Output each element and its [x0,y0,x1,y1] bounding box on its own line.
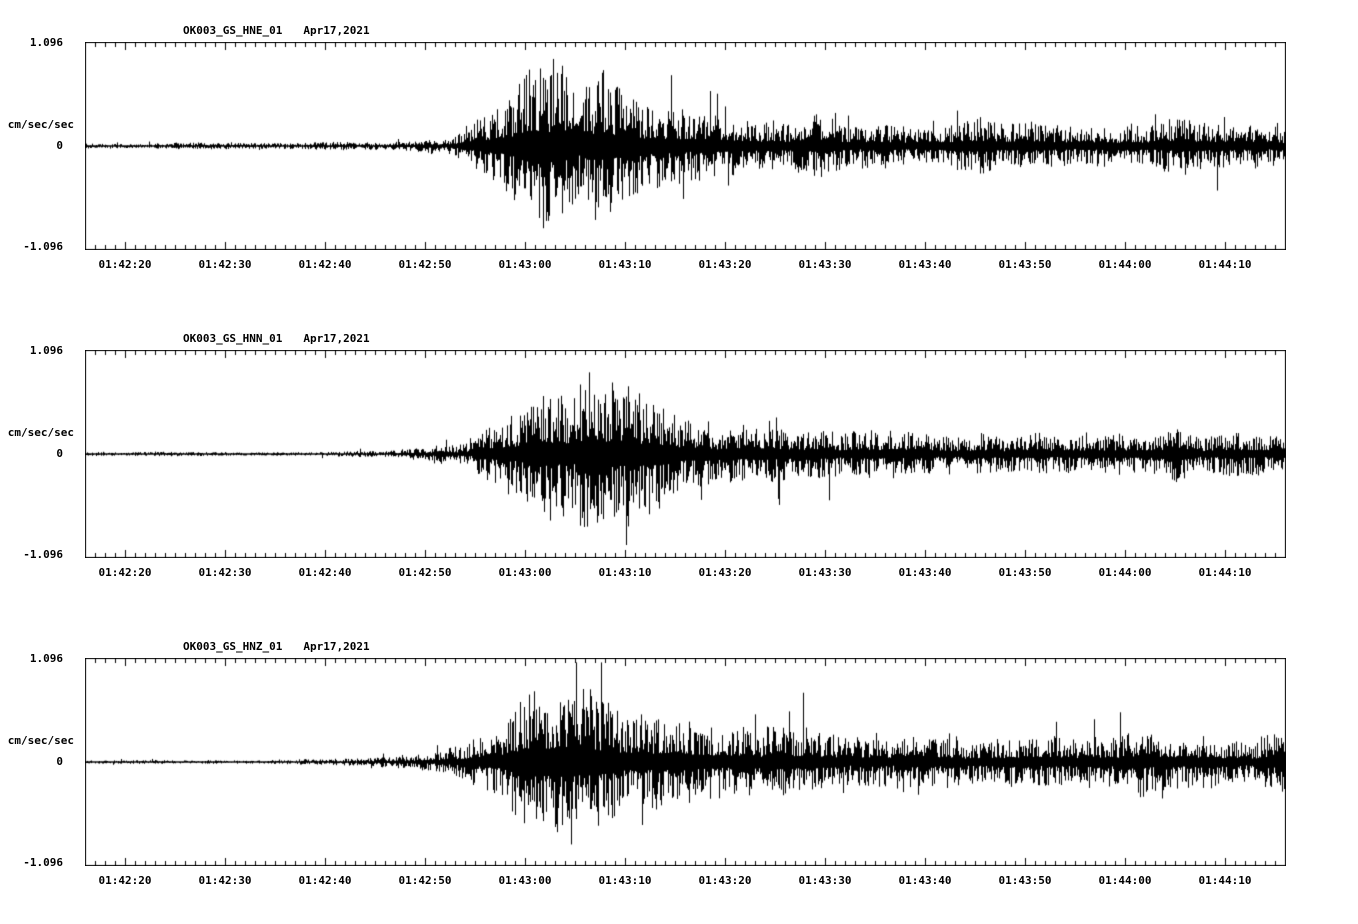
panel-title-station: OK003_GS_HNN_01 [183,332,283,345]
x-tick-label: 01:43:10 [598,874,652,887]
x-tick-label: 01:44:10 [1198,874,1252,887]
y-axis-unit: cm/sec/sec [7,118,74,131]
x-tick-label: 01:43:40 [898,874,952,887]
y-tick-min: -1.096 [23,856,63,869]
panel-title: OK003_GS_HNN_01 Apr17,2021 [183,332,370,345]
waveform-canvas [85,42,1286,250]
y-axis-labels: 1.096 cm/sec/sec 0 -1.096 [0,652,85,869]
x-tick-label: 01:43:30 [798,258,852,271]
plot-area [85,42,1286,250]
x-tick-label: 01:42:40 [298,566,352,579]
x-tick-label: 01:43:00 [498,258,552,271]
x-axis-labels: 01:42:20 01:42:30 01:42:40 01:42:50 01:43:00… [85,874,1286,890]
plot-row: 1.096 cm/sec/sec 0 -1.096 [0,36,1286,253]
x-tick-label: 01:43:40 [898,258,952,271]
panel-title-station: OK003_GS_HNZ_01 [183,640,283,653]
panel-title-station: OK003_GS_HNE_01 [183,24,283,37]
x-tick-label: 01:42:40 [298,874,352,887]
seismogram-panel-hne: OK003_GS_HNE_01 Apr17,2021 1.096 cm/sec/s… [0,0,1358,308]
x-tick-label: 01:43:20 [698,566,752,579]
x-tick-label: 01:44:00 [1098,258,1152,271]
x-tick-label: 01:42:50 [398,874,452,887]
x-tick-label: 01:42:50 [398,258,452,271]
y-tick-zero: 0 [56,755,63,768]
x-tick-label: 01:42:40 [298,258,352,271]
x-tick-label: 01:42:20 [98,874,152,887]
y-tick-min: -1.096 [23,548,63,561]
y-axis-unit: cm/sec/sec [7,734,74,747]
x-axis-labels: 01:42:20 01:42:30 01:42:40 01:42:50 01:43:00… [85,566,1286,582]
x-tick-label: 01:44:10 [1198,258,1252,271]
x-tick-label: 01:43:00 [498,874,552,887]
x-tick-label: 01:44:00 [1098,874,1152,887]
x-tick-label: 01:43:10 [598,566,652,579]
panel-title: OK003_GS_HNZ_01 Apr17,2021 [183,640,370,653]
x-tick-label: 01:42:30 [198,566,252,579]
panel-title-date: Apr17,2021 [303,24,370,37]
x-tick-label: 01:43:50 [998,566,1052,579]
plot-row: 1.096 cm/sec/sec 0 -1.096 [0,344,1286,561]
seismogram-panel-hnz: OK003_GS_HNZ_01 Apr17,2021 1.096 cm/sec/s… [0,616,1358,924]
panel-title-date: Apr17,2021 [303,332,370,345]
x-tick-label: 01:43:20 [698,874,752,887]
x-tick-label: 01:43:00 [498,566,552,579]
waveform-canvas [85,658,1286,866]
x-tick-label: 01:42:30 [198,258,252,271]
y-tick-max: 1.096 [29,36,63,49]
x-tick-label: 01:44:10 [1198,566,1252,579]
x-tick-label: 01:42:30 [198,874,252,887]
y-tick-max: 1.096 [29,344,63,357]
plot-area [85,350,1286,558]
y-tick-min: -1.096 [23,240,63,253]
y-tick-zero: 0 [56,447,63,460]
x-tick-label: 01:43:20 [698,258,752,271]
x-tick-label: 01:42:20 [98,258,152,271]
plot-area [85,658,1286,866]
x-tick-label: 01:43:30 [798,566,852,579]
x-tick-label: 01:42:50 [398,566,452,579]
x-tick-label: 01:43:50 [998,874,1052,887]
y-tick-zero: 0 [56,139,63,152]
seismogram-panel-hnn: OK003_GS_HNN_01 Apr17,2021 1.096 cm/sec/s… [0,308,1358,616]
y-axis-labels: 1.096 cm/sec/sec 0 -1.096 [0,344,85,561]
panel-title: OK003_GS_HNE_01 Apr17,2021 [183,24,370,37]
x-tick-label: 01:43:40 [898,566,952,579]
x-tick-label: 01:43:50 [998,258,1052,271]
plot-row: 1.096 cm/sec/sec 0 -1.096 [0,652,1286,869]
x-tick-label: 01:43:30 [798,874,852,887]
panel-title-date: Apr17,2021 [303,640,370,653]
x-tick-label: 01:42:20 [98,566,152,579]
waveform-canvas [85,350,1286,558]
x-axis-labels: 01:42:20 01:42:30 01:42:40 01:42:50 01:43:00… [85,258,1286,274]
y-axis-unit: cm/sec/sec [7,426,74,439]
x-tick-label: 01:44:00 [1098,566,1152,579]
y-axis-labels: 1.096 cm/sec/sec 0 -1.096 [0,36,85,253]
y-tick-max: 1.096 [29,652,63,665]
x-tick-label: 01:43:10 [598,258,652,271]
